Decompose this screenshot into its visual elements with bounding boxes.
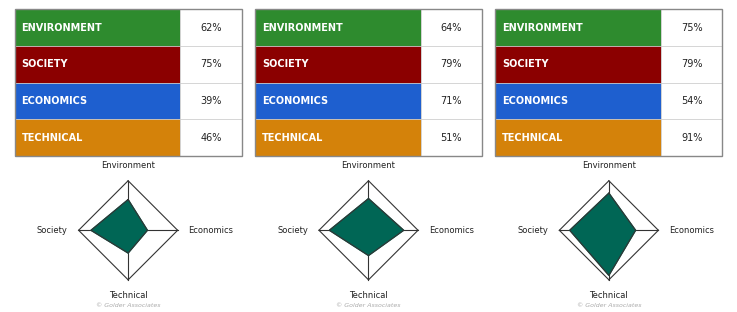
Text: 79%: 79% — [681, 59, 702, 69]
Bar — [421, 83, 482, 119]
Text: 62%: 62% — [200, 23, 222, 33]
Text: SOCIETY: SOCIETY — [21, 59, 68, 69]
Text: 71%: 71% — [441, 96, 462, 106]
Bar — [181, 46, 242, 83]
Bar — [255, 9, 421, 46]
Text: Society: Society — [37, 226, 68, 235]
Bar — [15, 83, 181, 119]
Bar — [181, 9, 242, 46]
Text: Environment: Environment — [582, 161, 636, 170]
Text: 75%: 75% — [681, 23, 702, 33]
Text: SOCIETY: SOCIETY — [503, 59, 549, 69]
Polygon shape — [570, 193, 635, 275]
Text: ENVIRONMENT: ENVIRONMENT — [21, 23, 102, 33]
Bar — [661, 83, 722, 119]
Bar — [495, 9, 661, 46]
Text: SOCIETY: SOCIETY — [262, 59, 308, 69]
Text: TECHNICAL: TECHNICAL — [262, 133, 324, 143]
Bar — [421, 46, 482, 83]
Text: 75%: 75% — [200, 59, 222, 69]
Text: Environment: Environment — [341, 161, 396, 170]
Text: ENVIRONMENT: ENVIRONMENT — [262, 23, 343, 33]
Polygon shape — [91, 200, 147, 253]
Text: Technical: Technical — [109, 291, 147, 300]
Polygon shape — [329, 199, 404, 256]
Bar — [661, 9, 722, 46]
Text: TECHNICAL: TECHNICAL — [503, 133, 564, 143]
Bar — [495, 46, 661, 83]
Bar — [661, 119, 722, 156]
Text: Technical: Technical — [349, 291, 388, 300]
Text: ENVIRONMENT: ENVIRONMENT — [503, 23, 583, 33]
Bar — [661, 46, 722, 83]
Text: Economics: Economics — [669, 226, 714, 235]
Text: © Golder Associates: © Golder Associates — [336, 303, 401, 308]
Text: © Golder Associates: © Golder Associates — [96, 303, 161, 308]
Bar — [255, 83, 421, 119]
Bar — [495, 83, 661, 119]
Bar — [495, 119, 661, 156]
Text: 39%: 39% — [200, 96, 222, 106]
Text: Economics: Economics — [189, 226, 234, 235]
Bar — [15, 9, 181, 46]
Text: 51%: 51% — [441, 133, 462, 143]
Text: TECHNICAL: TECHNICAL — [21, 133, 83, 143]
Text: Society: Society — [517, 226, 548, 235]
Bar — [15, 46, 181, 83]
Text: Economics: Economics — [429, 226, 474, 235]
Text: ECONOMICS: ECONOMICS — [503, 96, 568, 106]
Text: 46%: 46% — [200, 133, 222, 143]
Text: 79%: 79% — [441, 59, 462, 69]
Text: Environment: Environment — [101, 161, 155, 170]
Bar — [255, 46, 421, 83]
Text: ECONOMICS: ECONOMICS — [262, 96, 328, 106]
Text: 64%: 64% — [441, 23, 462, 33]
Bar — [181, 119, 242, 156]
Text: © Golder Associates: © Golder Associates — [576, 303, 641, 308]
Bar — [421, 9, 482, 46]
Text: Technical: Technical — [590, 291, 628, 300]
Text: Society: Society — [277, 226, 308, 235]
Text: 54%: 54% — [681, 96, 702, 106]
Bar — [421, 119, 482, 156]
Bar — [15, 119, 181, 156]
Text: ECONOMICS: ECONOMICS — [21, 96, 88, 106]
Text: 91%: 91% — [681, 133, 702, 143]
Bar — [181, 83, 242, 119]
Bar — [255, 119, 421, 156]
